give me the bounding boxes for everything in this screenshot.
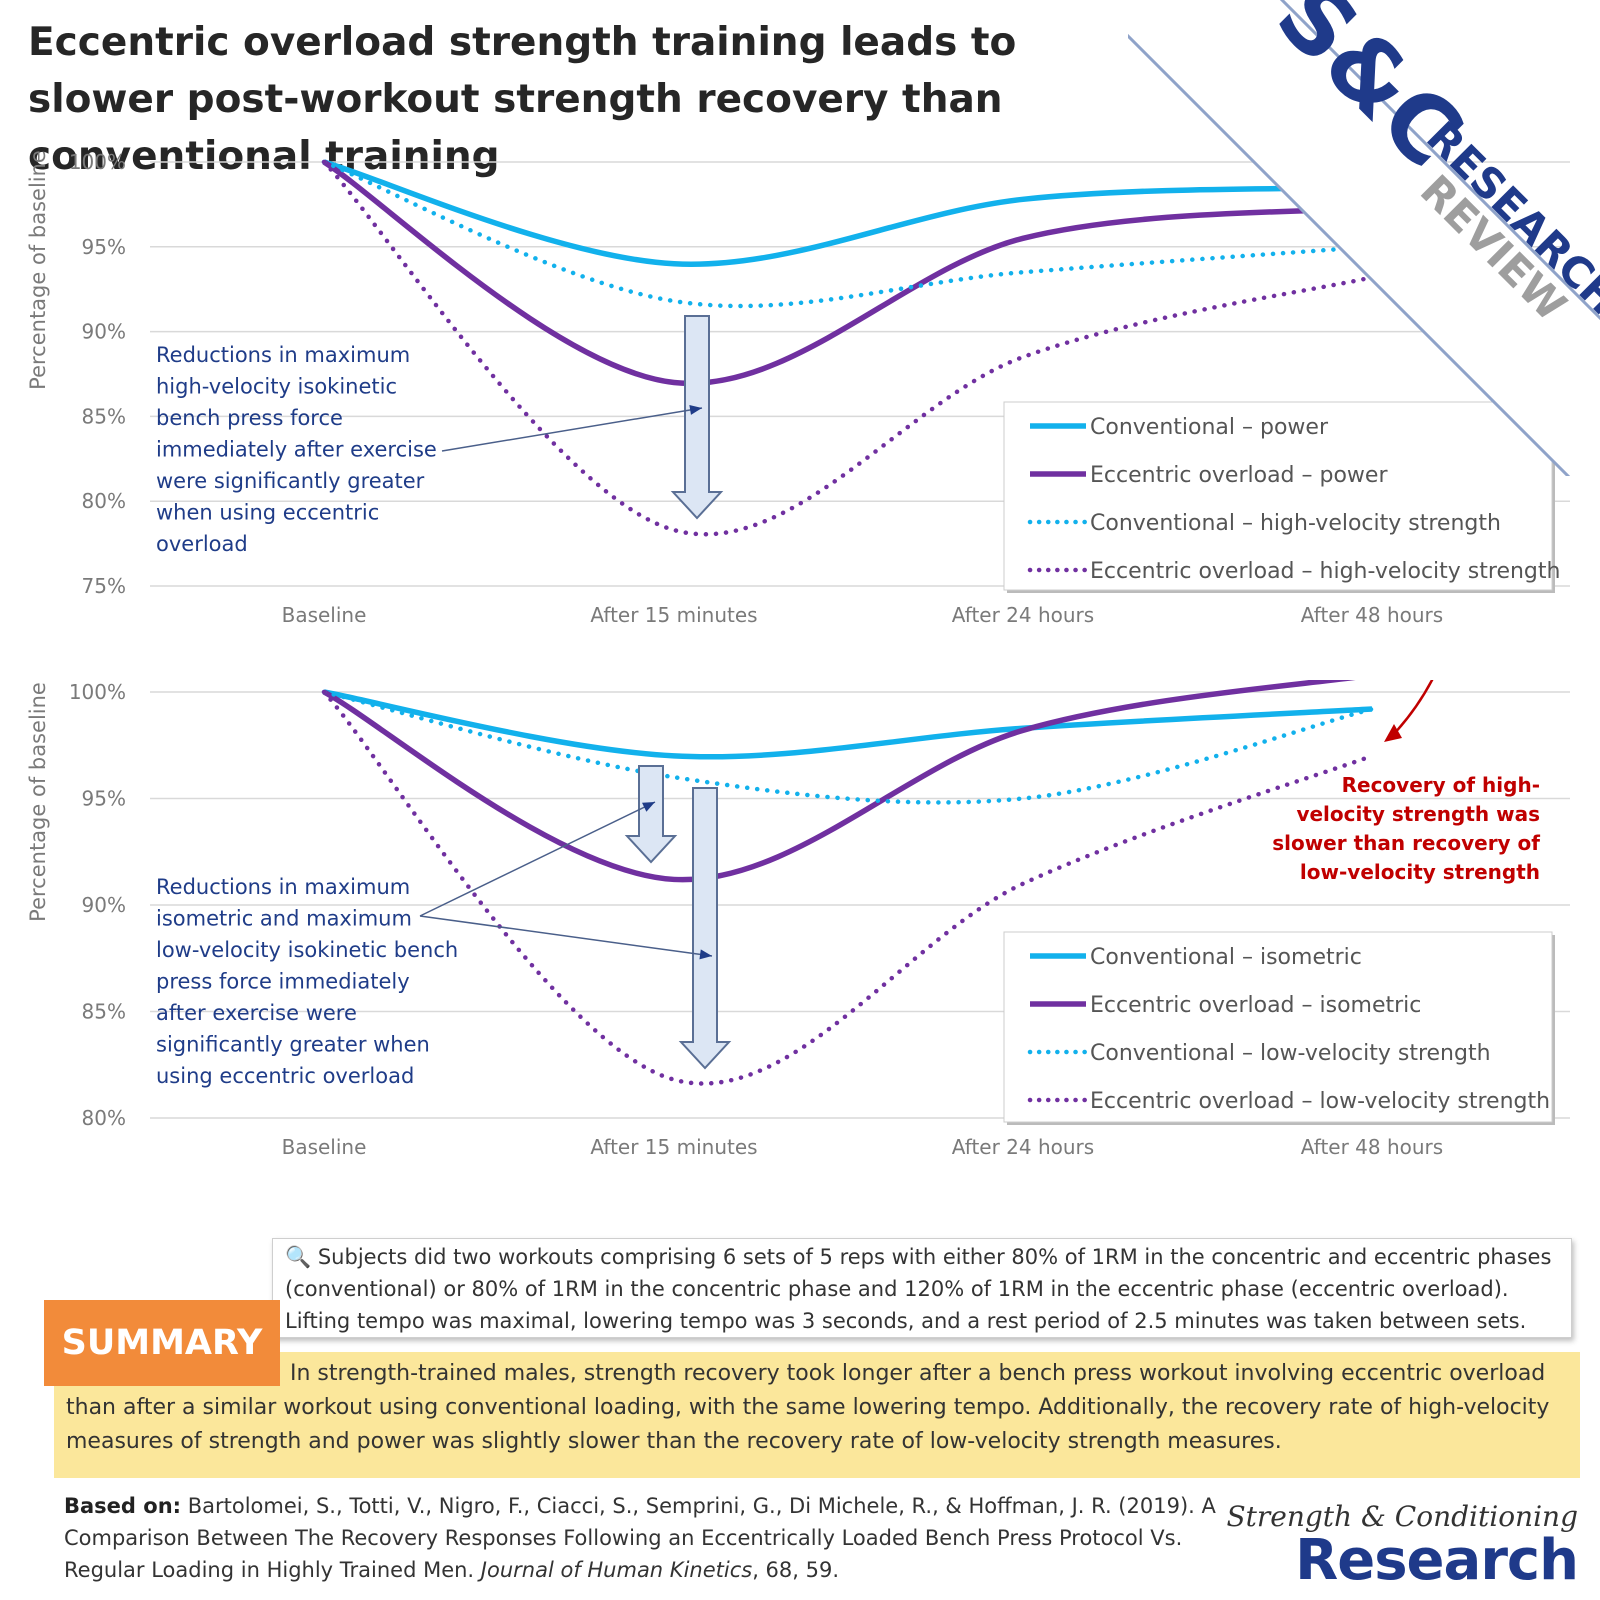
annotation-pointer bbox=[419, 801, 656, 917]
methods-note: 🔍 Subjects did two workouts comprising 6… bbox=[272, 1238, 1572, 1338]
red-note-text: Recovery of high- bbox=[1342, 773, 1540, 797]
y-tick-label: 80% bbox=[82, 1106, 126, 1130]
y-tick-label: 90% bbox=[82, 320, 126, 344]
annotation-pointer bbox=[441, 407, 703, 452]
summary-text: In strength-trained males, strength reco… bbox=[66, 1361, 1550, 1454]
citation-volume: , 68, 59. bbox=[752, 1558, 840, 1582]
y-tick-label: 85% bbox=[82, 1000, 126, 1024]
annotation-text: immediately after exercise bbox=[156, 438, 437, 462]
red-note-text: low-velocity strength bbox=[1300, 860, 1540, 884]
red-note-text: velocity strength was bbox=[1296, 802, 1540, 826]
series-line bbox=[321, 689, 1375, 1086]
methods-note-text: Subjects did two workouts comprising 6 s… bbox=[285, 1245, 1552, 1333]
annotation-pointer-head bbox=[642, 802, 655, 812]
y-tick-label: 95% bbox=[82, 235, 126, 259]
annotation-text: were significantly greater bbox=[156, 469, 425, 493]
series-line bbox=[322, 680, 1356, 883]
y-tick-label: 95% bbox=[82, 787, 126, 811]
series-line bbox=[321, 159, 1375, 537]
y-axis-label: Percentage of baseline bbox=[26, 150, 50, 390]
x-tick-label: After 15 minutes bbox=[590, 1135, 757, 1159]
x-tick-label: After 48 hours bbox=[1301, 603, 1443, 627]
annotation-text: Reductions in maximum bbox=[156, 875, 410, 899]
citation-text: Bartolomei, S., Totti, V., Nigro, F., Ci… bbox=[64, 1494, 1216, 1582]
reduction-arrow bbox=[678, 787, 732, 1070]
annotation-text: overload bbox=[156, 532, 248, 556]
y-tick-label: 90% bbox=[82, 893, 126, 917]
series-line bbox=[321, 159, 1375, 309]
red-note-text: slower than recovery of bbox=[1272, 831, 1540, 855]
series-line bbox=[322, 159, 1373, 387]
summary-label: SUMMARY bbox=[44, 1300, 280, 1386]
y-tick-label: 100% bbox=[69, 680, 126, 704]
chart-low-velocity: 100% 95% 90% 85% 80% Baseline After 15 minutes… bbox=[26, 680, 1570, 1159]
legend-label: Conventional – high-velocity strength bbox=[1090, 511, 1501, 536]
x-tick-label: Baseline bbox=[282, 603, 367, 627]
legend-label: Eccentric overload – low-velocity streng… bbox=[1090, 1089, 1550, 1114]
annotation-text: significantly greater when bbox=[156, 1033, 430, 1057]
y-tick-label: 85% bbox=[82, 404, 126, 428]
legend-label: Conventional – power bbox=[1090, 415, 1329, 440]
scr-logo: Strength & Conditioning Research bbox=[1226, 1500, 1588, 1600]
x-tick-label: After 15 minutes bbox=[590, 603, 757, 627]
annotation-pointer bbox=[419, 915, 713, 957]
citation-label: Based on: bbox=[64, 1494, 182, 1518]
y-tick-label: 80% bbox=[82, 489, 126, 513]
annotation-text: using eccentric overload bbox=[156, 1064, 414, 1088]
citation-journal: Journal of Human Kinetics bbox=[480, 1558, 753, 1582]
logo-word-text: Research bbox=[1295, 1528, 1579, 1593]
reduction-arrow bbox=[670, 315, 724, 520]
x-tick-label: Baseline bbox=[282, 1135, 367, 1159]
legend-label: Eccentric overload – isometric bbox=[1090, 993, 1421, 1018]
legend-label: Eccentric overload – high-velocity stren… bbox=[1090, 559, 1560, 584]
summary-box bbox=[54, 1352, 1580, 1478]
logo-script-text: Strength & Conditioning bbox=[1226, 1500, 1578, 1533]
y-tick-label: 75% bbox=[82, 574, 126, 598]
annotation-text: isometric and maximum bbox=[156, 907, 412, 931]
annotation-text: Reductions in maximum bbox=[156, 343, 410, 367]
annotation-pointer-head bbox=[689, 405, 702, 415]
magnifier-icon: 🔍 bbox=[285, 1245, 312, 1269]
annotation-text: press force immediately bbox=[156, 970, 410, 994]
legend-label: Eccentric overload – power bbox=[1090, 463, 1388, 488]
annotation-text: when using eccentric bbox=[156, 501, 379, 525]
reduction-arrow bbox=[624, 765, 678, 864]
red-arrow-head-bottom bbox=[1384, 724, 1402, 742]
chart-high-velocity: 100% 95% 90% 85% 80% 75% Baseline After 15 minu… bbox=[26, 150, 1570, 627]
annotation-text: after exercise were bbox=[156, 1001, 357, 1025]
y-axis-label: Percentage of baseline bbox=[26, 682, 50, 922]
annotation-text: bench press force bbox=[156, 406, 343, 430]
x-tick-label: After 24 hours bbox=[952, 603, 1094, 627]
annotation-pointer-head bbox=[699, 949, 712, 960]
series-line bbox=[323, 689, 1373, 760]
legend-label: Conventional – low-velocity strength bbox=[1090, 1041, 1491, 1066]
legend-box bbox=[1003, 931, 1553, 1123]
y-tick-label: 100% bbox=[69, 150, 126, 174]
legend-label: Conventional – isometric bbox=[1090, 945, 1362, 970]
citation: Based on: Bartolomei, S., Totti, V., Nig… bbox=[64, 1490, 1244, 1586]
series-line bbox=[321, 689, 1375, 805]
page-title: Eccentric overload strength training lea… bbox=[28, 20, 1017, 179]
annotation-text: low-velocity isokinetic bench bbox=[156, 938, 458, 962]
annotation-text: high-velocity isokinetic bbox=[156, 375, 397, 399]
x-tick-label: After 24 hours bbox=[952, 1135, 1094, 1159]
x-tick-label: After 48 hours bbox=[1301, 1135, 1443, 1159]
